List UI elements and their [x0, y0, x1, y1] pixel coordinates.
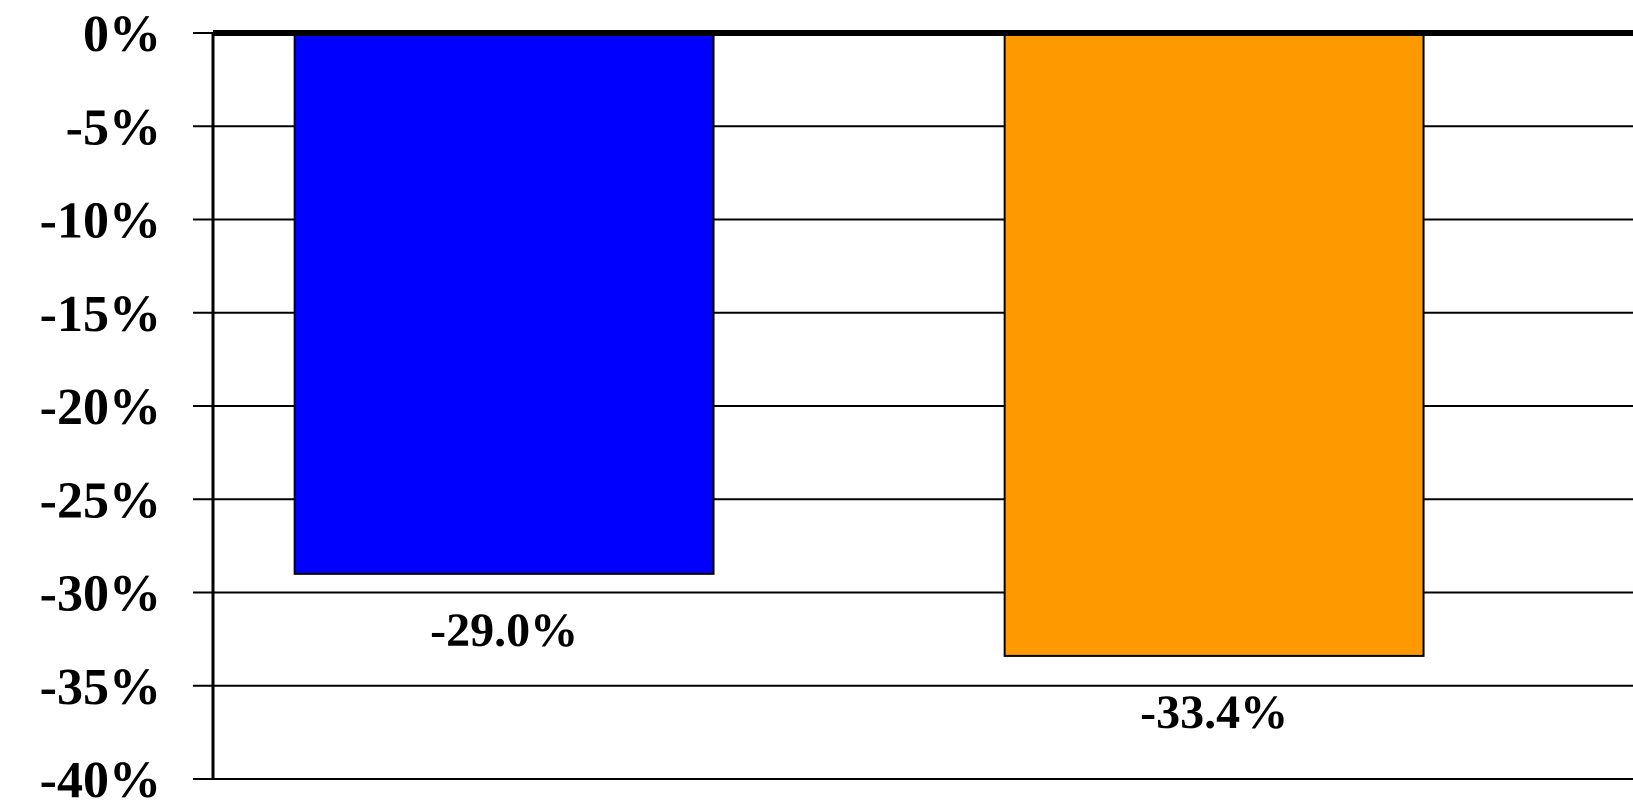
bars — [293, 32, 1425, 657]
y-tick-label: -15% — [40, 286, 161, 343]
axes — [193, 30, 1633, 780]
y-tick-labels: 0% -5% -10% -15% -20% -25% -30% -35% -40% — [40, 6, 161, 802]
y-tick-label: -20% — [40, 379, 161, 436]
y-tick-label: -40% — [40, 752, 161, 802]
bar — [293, 32, 715, 575]
bar-value-label: -29.0% — [430, 604, 578, 657]
y-tick-label: -30% — [40, 566, 161, 623]
y-tick-label: -5% — [66, 99, 161, 156]
bar — [1003, 32, 1425, 657]
y-tick-label: -10% — [40, 193, 161, 250]
y-tick-label: 0% — [83, 6, 161, 63]
bar-value-label: -33.4% — [1140, 686, 1288, 739]
y-tick-label: -25% — [40, 472, 161, 529]
y-tick-label: -35% — [40, 659, 161, 716]
data-labels: -29.0% -33.4% — [430, 604, 1288, 739]
